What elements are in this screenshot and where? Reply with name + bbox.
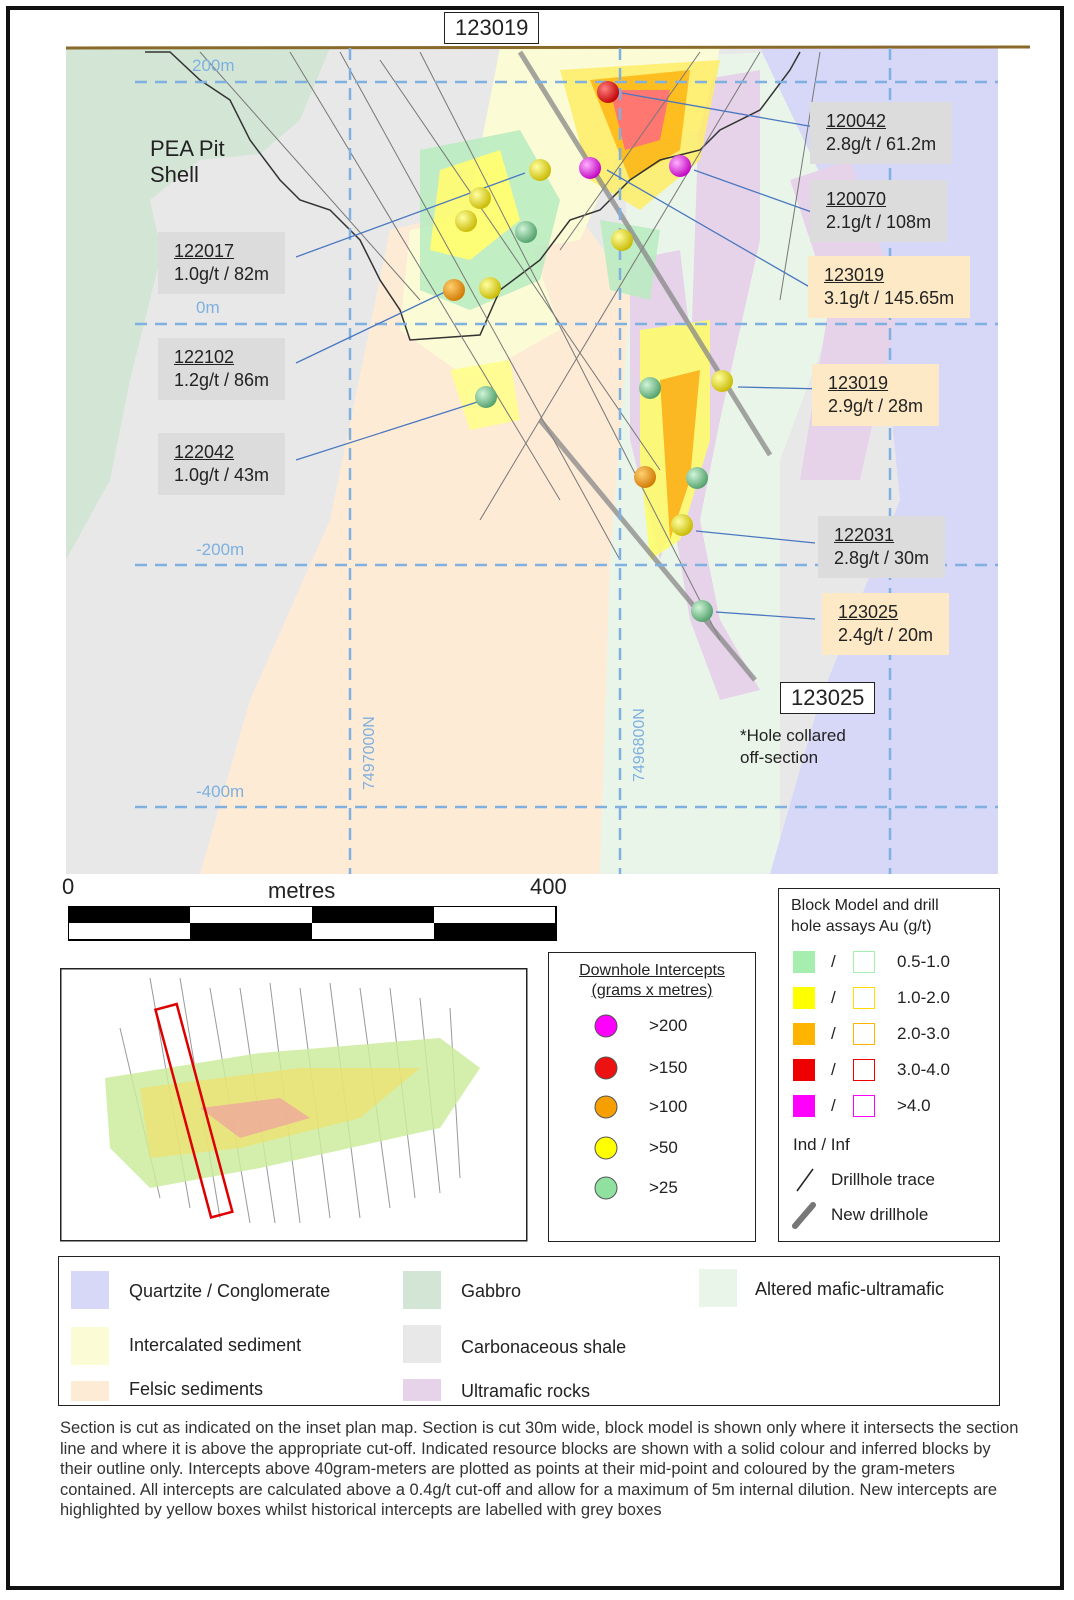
inferred-swatch <box>853 1059 875 1081</box>
geology-legend-item: Felsic sediments <box>129 1379 264 1399</box>
intercept-callout: 122102 1.2g/t / 86m <box>158 338 286 400</box>
downhole-legend-item: >200 <box>649 1016 688 1035</box>
scale-unit: metres <box>268 878 336 903</box>
indicated-swatch <box>793 987 815 1009</box>
inferred-swatch <box>853 987 875 1009</box>
elevation-label: -400m <box>196 782 245 801</box>
elevation-label: 200m <box>192 56 235 75</box>
legend-separator: / <box>831 988 836 1007</box>
geology-legend-item: Altered mafic-ultramafic <box>755 1279 945 1299</box>
scale-end: 400 <box>530 874 567 899</box>
downhole-legend-item: >100 <box>649 1097 688 1116</box>
gabbro-swatch <box>403 1271 441 1309</box>
drillhole-trace-label: Drillhole trace <box>831 1170 935 1189</box>
quartzite-swatch <box>71 1271 109 1309</box>
drillhole-traces <box>199 51 821 641</box>
carbonaceous-shale-swatch <box>403 1325 441 1363</box>
downhole-intercepts-legend: Downhole Intercepts (grams x metres) >20… <box>548 952 756 1242</box>
elevation-label: 0m <box>196 298 220 317</box>
indicated-swatch <box>793 1095 815 1117</box>
quartzite-unit <box>760 48 998 874</box>
pit-shell-label: PEA Pit Shell <box>150 136 225 187</box>
geology-legend-item: Carbonaceous shale <box>461 1337 627 1357</box>
topography-line <box>65 45 1031 50</box>
inferred-swatch <box>853 1023 875 1045</box>
downhole-legend-item: >25 <box>649 1178 678 1197</box>
block-legend-item: 0.5-1.0 <box>897 952 950 971</box>
block-legend-item: 2.0-3.0 <box>897 1024 950 1043</box>
intercept-callout: 123025 2.4g/t / 20m <box>822 593 950 655</box>
geology-legend: Quartzite / Conglomerate Gabbro Altered … <box>58 1256 1000 1406</box>
northing-label: 7496800N <box>631 708 648 782</box>
downhole-legend-item: >50 <box>649 1138 678 1157</box>
indicated-swatch <box>793 1023 815 1045</box>
intercept-callout: 120042 2.8g/t / 61.2m <box>810 102 953 164</box>
legend-separator: / <box>831 1096 836 1115</box>
downhole-legend-item: >150 <box>649 1058 688 1077</box>
section-line-marker <box>153 1002 234 1219</box>
legend-separator: / <box>831 1024 836 1043</box>
scale-start: 0 <box>62 874 75 899</box>
intercept-callout: 120070 2.1g/t / 108m <box>810 180 948 242</box>
inset-plan-map <box>60 968 528 1242</box>
intercept-callout: 122031 2.8g/t / 30m <box>818 516 946 578</box>
top-hole-label: 123019 <box>444 12 540 44</box>
northing-label: 7497000N <box>361 716 378 790</box>
altered-mafic-swatch <box>699 1269 737 1307</box>
intercept-callout: 123019 3.1g/t / 145.65m <box>808 256 971 318</box>
ultramafic-swatch <box>403 1379 441 1401</box>
new-drillhole-icon <box>792 1202 816 1229</box>
felsic-sediments-swatch <box>71 1381 109 1401</box>
block-legend-item: >4.0 <box>897 1096 931 1115</box>
new-drillhole-label: New drillhole <box>831 1205 929 1224</box>
inferred-swatch <box>853 951 875 973</box>
indicated-swatch <box>793 951 815 973</box>
geology-legend-item: Gabbro <box>461 1281 522 1301</box>
downhole-legend-title: Downhole Intercepts <box>579 962 725 979</box>
block-legend-title: Block Model and drill <box>791 897 939 914</box>
inferred-swatch <box>853 1095 875 1117</box>
indicated-swatch <box>793 1059 815 1081</box>
callout-arrows <box>295 92 826 620</box>
grid-lines <box>135 48 998 874</box>
collar-note: *Hole collared off-section <box>740 726 846 767</box>
elevation-label: -200m <box>196 540 245 559</box>
intercalated-sediment-swatch <box>71 1327 109 1365</box>
gabbro-unit <box>66 48 330 560</box>
downhole-legend-subtitle: (grams x metres) <box>591 982 713 999</box>
block-legend-subtitle: hole assays Au (g/t) <box>791 918 932 935</box>
figure-frame <box>6 6 1064 1590</box>
geology-legend-item: Quartzite / Conglomerate <box>129 1281 331 1301</box>
legend-separator: / <box>831 1060 836 1079</box>
felsic-sediments-unit <box>200 190 650 874</box>
intercept-callout: 122042 1.0g/t / 43m <box>158 433 286 495</box>
footnote: Section is cut as indicated on the inset… <box>60 1419 1019 1519</box>
intercept-spheres <box>443 81 733 622</box>
geology-legend-item: Intercalated sediment <box>129 1335 302 1355</box>
drillhole-trace-icon <box>796 1168 814 1192</box>
block-model-legend: Block Model and drill hole assays Au (g/… <box>778 888 1000 1242</box>
scale-bar <box>68 906 557 941</box>
intercept-callout: 122017 1.0g/t / 82m <box>158 232 286 294</box>
bottom-hole-label: 123025 <box>780 682 876 714</box>
intercept-callout: 123019 2.9g/t / 28m <box>812 364 940 426</box>
legend-separator: / <box>831 952 836 971</box>
ind-inf-label: Ind / Inf <box>793 1135 850 1154</box>
downhole-legend-markers <box>594 1014 618 1200</box>
block-legend-item: 1.0-2.0 <box>897 988 950 1007</box>
geology-legend-item: Ultramafic rocks <box>461 1381 591 1401</box>
block-legend-item: 3.0-4.0 <box>897 1060 950 1079</box>
